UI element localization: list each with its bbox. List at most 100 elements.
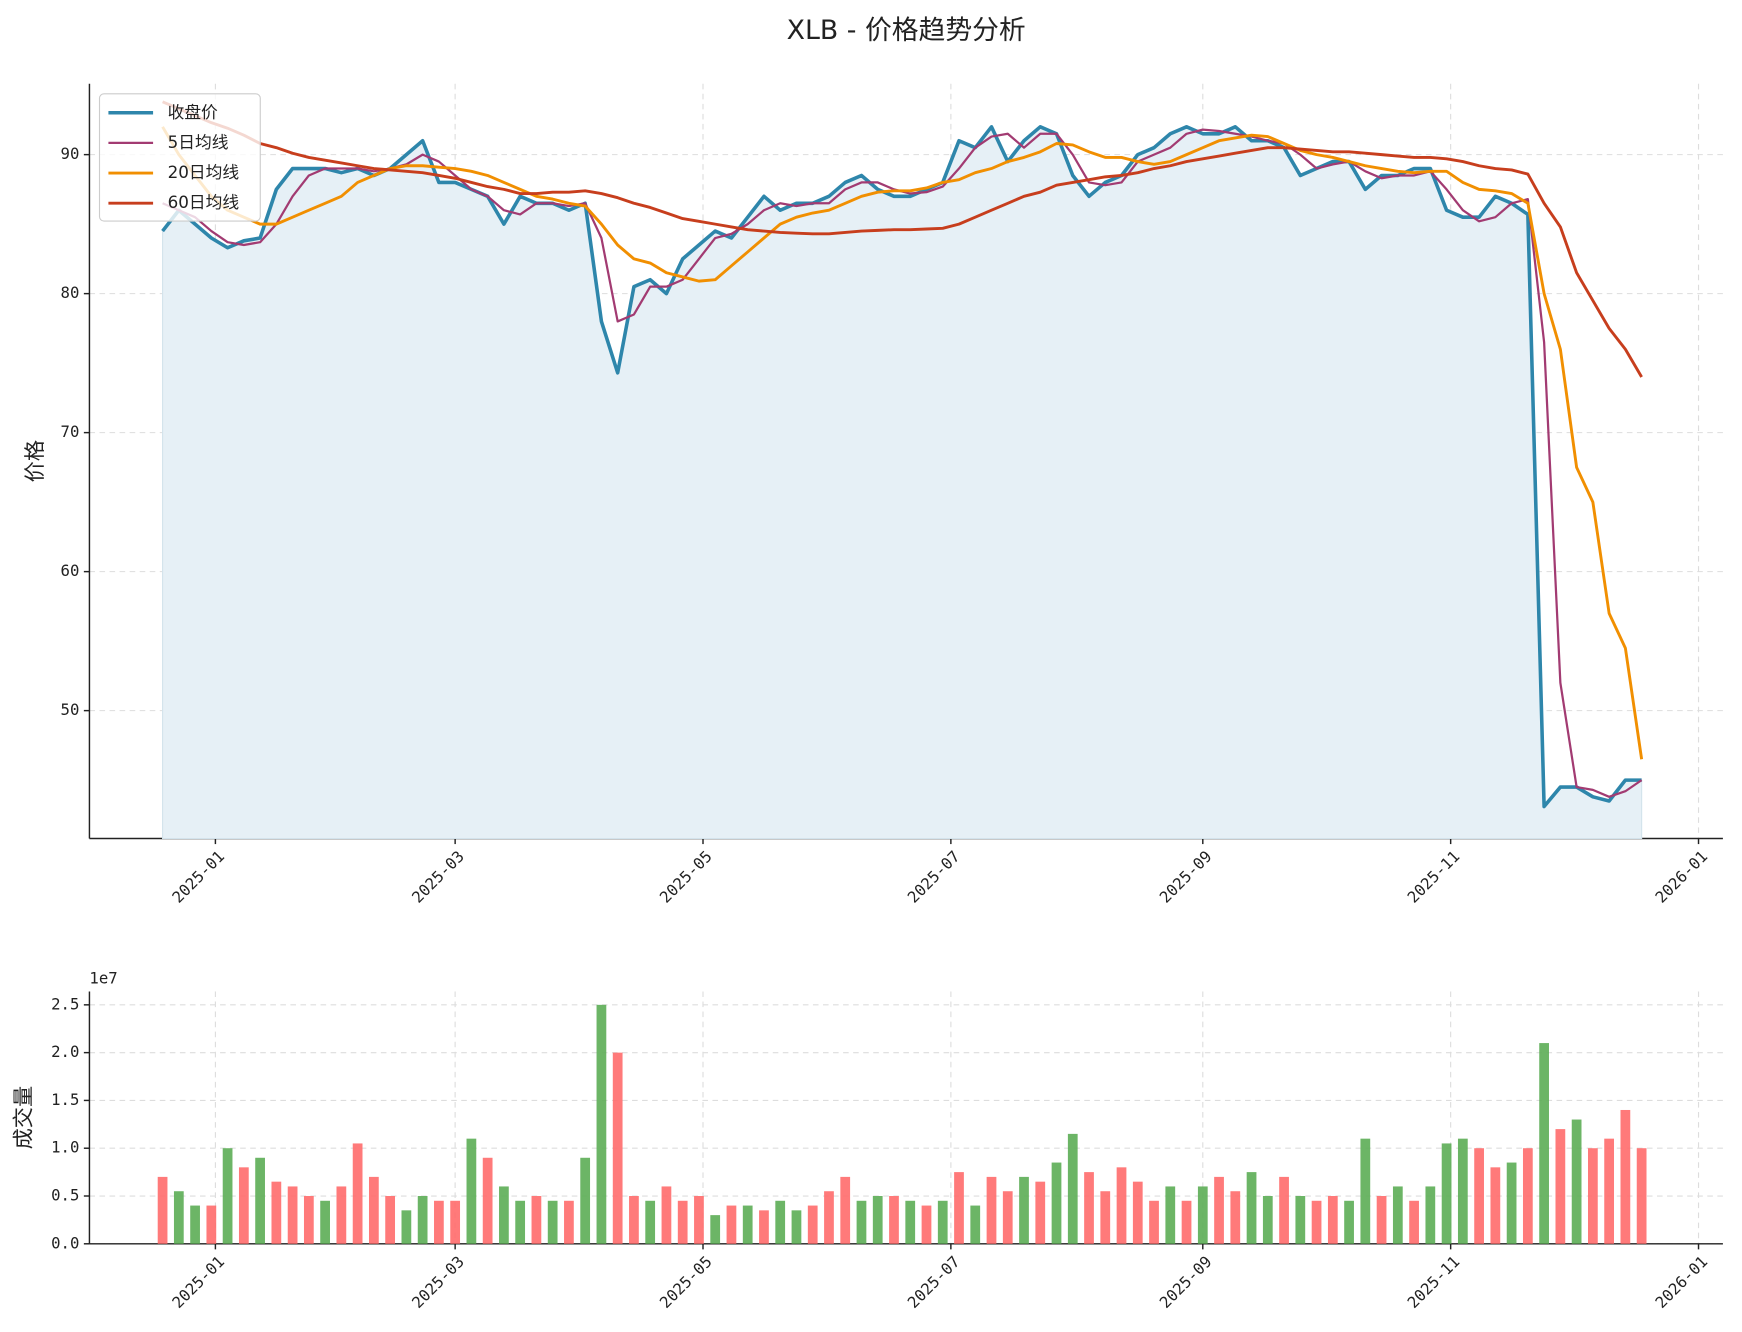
x-tick-label: 2025-07: [904, 1252, 964, 1312]
y-axis-label: 成交量: [12, 1086, 37, 1150]
y-tick-label: 80: [61, 283, 80, 302]
bar: [1197, 1186, 1208, 1244]
area: [162, 125, 1643, 840]
bar: [1279, 1176, 1289, 1244]
bar: [1522, 1148, 1533, 1244]
bar: [645, 1200, 656, 1244]
y-tick-label: 1.5: [51, 1090, 79, 1109]
bar: [1002, 1191, 1013, 1244]
bar: [1246, 1172, 1257, 1244]
legend-label: 20日均线: [168, 162, 240, 182]
bar: [1425, 1186, 1436, 1244]
bar: [710, 1215, 721, 1244]
bar: [1539, 1043, 1549, 1244]
bar: [1604, 1138, 1615, 1244]
y-tick-label: 0.0: [51, 1233, 79, 1252]
legend-label: 60日均线: [168, 192, 240, 212]
bar: [255, 1157, 265, 1244]
y-tick-label: 2.5: [51, 994, 79, 1013]
bar: [206, 1205, 217, 1244]
bar: [352, 1143, 363, 1244]
bar: [320, 1200, 330, 1244]
bar: [1132, 1181, 1143, 1244]
bar: [872, 1196, 883, 1244]
line: [162, 100, 1643, 378]
bar: [1506, 1162, 1517, 1244]
bar: [222, 1148, 233, 1244]
legend-label: 收盘价: [168, 102, 218, 122]
x-tick-label: 2025-07: [904, 847, 964, 907]
bar: [499, 1186, 509, 1244]
chart-title: XLB - 价格趋势分析: [787, 15, 1026, 46]
bar: [547, 1200, 558, 1244]
bar: [791, 1210, 802, 1244]
bar: [1587, 1148, 1598, 1244]
bar: [612, 1052, 623, 1244]
bar: [531, 1196, 542, 1244]
bar: [271, 1181, 282, 1244]
bar: [921, 1205, 932, 1244]
bar: [287, 1186, 298, 1244]
bar: [450, 1200, 461, 1244]
bar: [385, 1196, 396, 1244]
y-axis-label: 价格: [23, 440, 48, 482]
bar: [1084, 1172, 1094, 1244]
bar: [742, 1205, 753, 1244]
bar: [173, 1191, 184, 1244]
bar: [303, 1196, 314, 1244]
bar: [482, 1157, 493, 1244]
offset-label: 1e7: [89, 969, 117, 988]
bar: [1344, 1200, 1354, 1244]
x-tick-label: 2026-01: [1651, 1252, 1711, 1312]
bar: [970, 1205, 981, 1244]
bar: [580, 1157, 591, 1244]
bar: [937, 1200, 948, 1244]
bar: [1376, 1196, 1387, 1244]
x-tick-label: 2025-09: [1155, 1252, 1215, 1312]
y-tick-label: 60: [61, 561, 80, 580]
bar: [1490, 1167, 1501, 1244]
bar: [1149, 1200, 1159, 1244]
bar: [1262, 1196, 1273, 1244]
bar: [775, 1200, 786, 1244]
y-tick-label: 1.0: [51, 1138, 79, 1157]
x-tick-label: 2025-03: [408, 1252, 468, 1312]
bar: [1181, 1200, 1192, 1244]
bar: [1100, 1191, 1111, 1244]
bar: [1636, 1148, 1647, 1244]
y-tick-label: 2.0: [51, 1042, 79, 1061]
bar: [629, 1196, 639, 1244]
bar: [726, 1205, 737, 1244]
bar: [1441, 1143, 1452, 1244]
bar: [1019, 1176, 1029, 1244]
y-tick-label: 90: [61, 144, 80, 163]
bar: [1067, 1133, 1078, 1244]
bar: [1392, 1186, 1403, 1244]
bar: [759, 1210, 769, 1244]
bar: [336, 1186, 347, 1244]
bar: [677, 1200, 688, 1244]
bar: [401, 1210, 412, 1244]
bar: [1457, 1138, 1468, 1244]
bar: [417, 1196, 428, 1244]
line: [161, 126, 1644, 760]
bar: [157, 1176, 168, 1244]
x-tick-label: 2025-11: [1403, 1252, 1463, 1312]
x-tick-label: 2025-11: [1403, 847, 1463, 907]
x-tick-label: 2025-05: [656, 1252, 716, 1312]
y-tick-label: 50: [61, 700, 80, 719]
bar: [807, 1205, 818, 1244]
bar: [1327, 1196, 1338, 1244]
bar: [986, 1176, 997, 1244]
bar: [1571, 1119, 1582, 1244]
bar: [1555, 1129, 1566, 1244]
bar: [368, 1176, 379, 1244]
bar: [190, 1205, 200, 1244]
bar: [661, 1186, 672, 1244]
bar: [1165, 1186, 1176, 1244]
bar: [466, 1138, 477, 1244]
bar: [515, 1200, 526, 1244]
x-tick-label: 2025-01: [168, 847, 228, 907]
